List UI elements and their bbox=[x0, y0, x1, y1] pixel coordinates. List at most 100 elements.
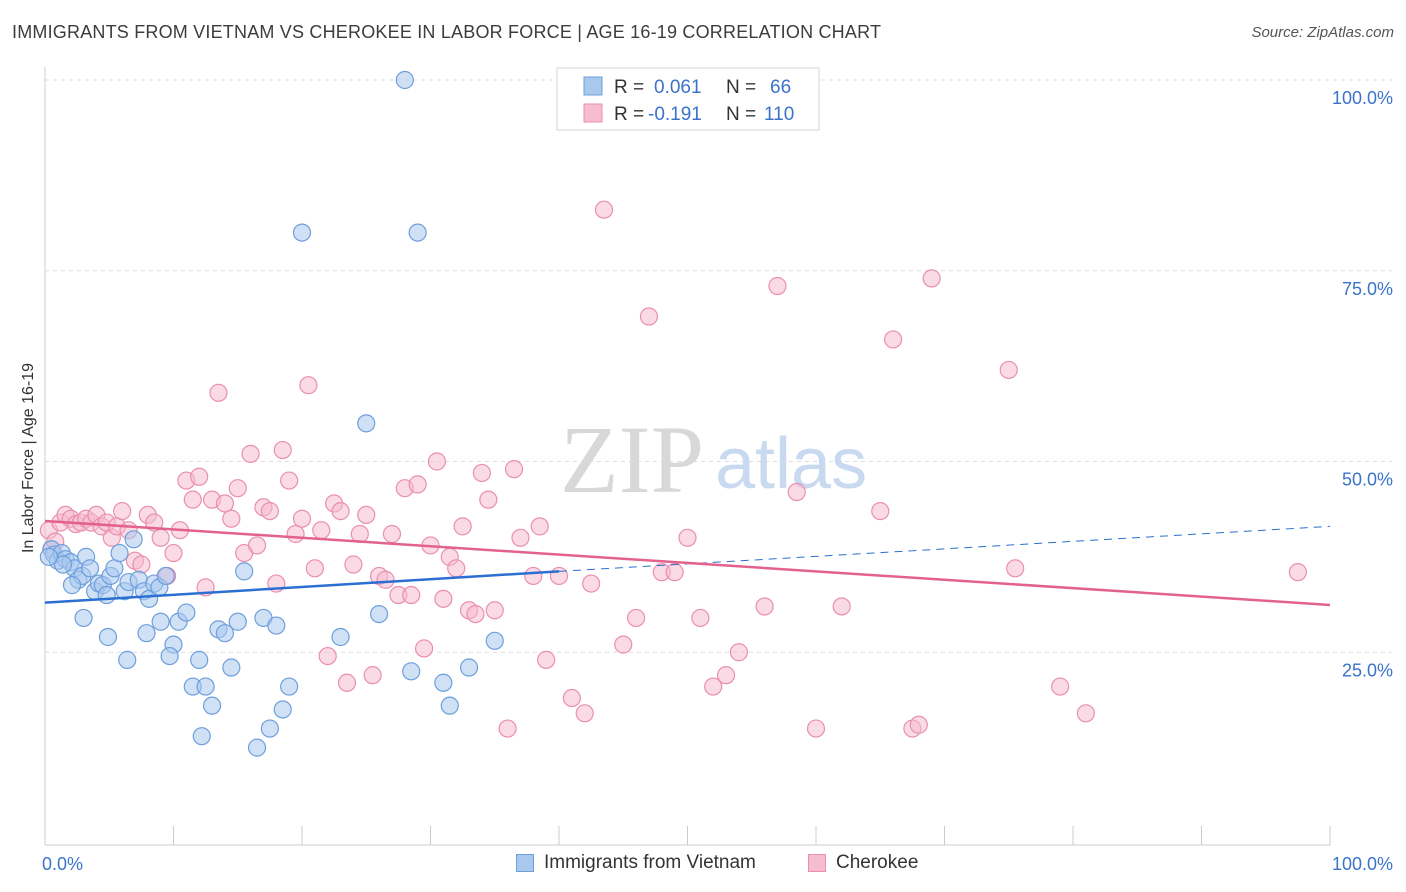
data-point bbox=[222, 509, 241, 528]
y-tick-label: 50.0% bbox=[1342, 470, 1393, 490]
data-point bbox=[691, 608, 710, 628]
data-point bbox=[80, 559, 100, 578]
trend-lines bbox=[44, 519, 1331, 607]
legend-swatch-vietnam bbox=[516, 854, 534, 872]
data-point bbox=[871, 501, 890, 521]
data-point bbox=[112, 501, 132, 521]
y-axis-label: In Labor Force | Age 16-19 bbox=[20, 363, 37, 553]
data-point bbox=[62, 576, 82, 595]
legend-r-value: -0.191 bbox=[648, 104, 702, 125]
data-point bbox=[118, 650, 137, 669]
data-point bbox=[190, 467, 209, 486]
data-point bbox=[74, 608, 93, 628]
data-point bbox=[382, 524, 402, 544]
data-point bbox=[524, 566, 543, 586]
data-point bbox=[832, 597, 851, 616]
data-point bbox=[440, 696, 459, 715]
legend-top: R = 0.061 N = 66 R = -0.191 N = 110 bbox=[556, 67, 820, 131]
legend-swatch-cherokee bbox=[808, 854, 826, 872]
data-point bbox=[164, 543, 183, 563]
x-tick-label-min: 0.0% bbox=[42, 854, 83, 874]
data-point bbox=[357, 505, 376, 525]
data-point bbox=[614, 635, 633, 654]
data-point bbox=[235, 562, 254, 581]
legend-item-cherokee: Cherokee bbox=[808, 852, 918, 874]
data-point bbox=[318, 646, 337, 666]
data-point bbox=[160, 646, 179, 666]
data-point bbox=[530, 517, 549, 536]
y-tick-label: 25.0% bbox=[1342, 660, 1393, 680]
data-point bbox=[511, 528, 530, 547]
data-point bbox=[137, 624, 156, 643]
axes bbox=[44, 67, 1331, 846]
data-point bbox=[215, 494, 234, 513]
data-point bbox=[459, 658, 479, 677]
data-point bbox=[292, 509, 312, 528]
data-point bbox=[806, 719, 826, 738]
watermark-zip: ZIP bbox=[560, 406, 704, 513]
trend-line-vietnam-extension bbox=[558, 525, 1331, 572]
data-point bbox=[132, 555, 151, 574]
data-point bbox=[177, 603, 196, 622]
data-point bbox=[639, 307, 659, 326]
data-point bbox=[549, 566, 569, 586]
data-point bbox=[922, 269, 941, 288]
data-point bbox=[479, 490, 498, 509]
x-tick-label-max: 100.0% bbox=[1332, 854, 1393, 874]
data-point bbox=[434, 673, 453, 692]
data-point bbox=[260, 719, 279, 738]
data-point bbox=[594, 200, 614, 219]
source-label: Source: ZipAtlas.com bbox=[1251, 24, 1394, 41]
legend-swatch-vietnam bbox=[583, 76, 603, 96]
data-point bbox=[156, 566, 175, 586]
data-point bbox=[485, 601, 504, 620]
data-point bbox=[247, 536, 267, 555]
data-point bbox=[183, 490, 202, 509]
data-point bbox=[273, 440, 292, 460]
data-point bbox=[39, 547, 58, 566]
trend-line-vietnam bbox=[44, 570, 560, 604]
legend-n-value: 110 bbox=[764, 104, 794, 125]
data-point bbox=[414, 639, 434, 658]
data-point bbox=[267, 616, 286, 635]
watermark: ZIP atlas bbox=[560, 406, 867, 513]
legend-r-label: R = bbox=[614, 104, 644, 125]
data-point bbox=[215, 624, 234, 643]
data-point bbox=[434, 589, 453, 608]
data-point bbox=[408, 223, 427, 242]
data-point bbox=[241, 444, 260, 463]
data-point bbox=[402, 585, 421, 605]
data-point bbox=[196, 677, 215, 696]
trend-line-cherokee bbox=[44, 519, 1331, 607]
data-point bbox=[626, 608, 646, 628]
data-point bbox=[704, 677, 723, 696]
data-point bbox=[562, 688, 581, 708]
data-point bbox=[280, 677, 299, 696]
data-point bbox=[331, 627, 350, 647]
data-point bbox=[98, 627, 118, 647]
data-point bbox=[472, 463, 491, 483]
data-point bbox=[190, 650, 209, 669]
data-point bbox=[1288, 563, 1307, 582]
data-point bbox=[716, 666, 736, 685]
data-point bbox=[485, 631, 504, 650]
data-point bbox=[1006, 559, 1025, 578]
data-point bbox=[228, 479, 247, 498]
data-point bbox=[151, 528, 170, 547]
chart-title: IMMIGRANTS FROM VIETNAM VS CHEROKEE IN L… bbox=[12, 22, 882, 42]
data-point bbox=[228, 612, 247, 631]
data-point bbox=[883, 330, 903, 349]
data-point bbox=[395, 70, 414, 90]
data-point bbox=[357, 414, 376, 433]
data-point bbox=[665, 563, 684, 582]
legend-item-vietnam: Immigrants from Vietnam bbox=[516, 852, 756, 874]
data-point bbox=[999, 360, 1018, 380]
legend-label-vietnam: Immigrants from Vietnam bbox=[544, 852, 756, 873]
data-point bbox=[53, 555, 73, 574]
data-point bbox=[273, 700, 292, 719]
data-point bbox=[755, 597, 774, 616]
data-point bbox=[124, 530, 143, 549]
data-point bbox=[299, 376, 318, 395]
data-point bbox=[376, 570, 395, 589]
data-point bbox=[305, 559, 324, 578]
